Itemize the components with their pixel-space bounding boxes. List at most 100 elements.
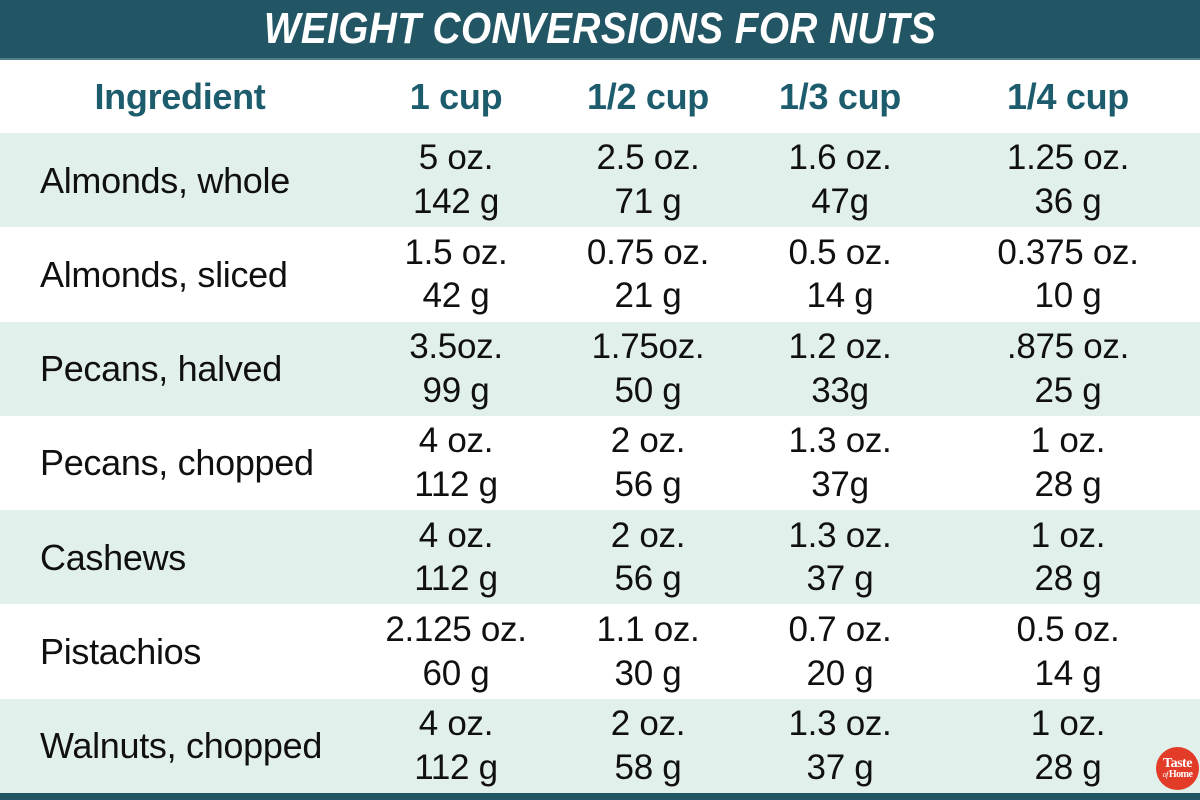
page-title: WEIGHT CONVERSIONS FOR NUTS [263,4,937,53]
value-cell: 0.5 oz. 14 g [936,608,1200,696]
gram-value: 28 g [1034,464,1102,504]
gram-value: 28 g [1034,747,1102,787]
gram-value: 56 g [614,464,682,504]
value-cell: 1.3 oz. 37g [744,419,936,507]
value-cell: 0.7 oz. 20 g [744,608,936,696]
value-cell: 1 oz. 28 g [936,419,1200,507]
ounce-value: 4 oz. [418,515,494,555]
table-row: Pistachios 2.125 oz. 60 g 1.1 oz. 30 g 0.7 oz… [0,604,1200,699]
column-header-1-3-cup: 1/3 cup [779,75,901,117]
gram-value: 36 g [1034,182,1102,222]
title-bar: WEIGHT CONVERSIONS FOR NUTS [0,0,1200,60]
ounce-value: 1.2 oz. [788,326,892,366]
gram-value: 28 g [1034,559,1102,599]
gram-value: 20 g [806,653,874,693]
value-cell: 2 oz. 56 g [552,419,744,507]
column-header-ingredient: Ingredient [94,75,266,117]
gram-value: 50 g [614,370,682,410]
gram-value: 71 g [614,182,682,222]
ounce-value: 0.5 oz. [1016,609,1120,649]
value-cell: 1.1 oz. 30 g [552,608,744,696]
value-cell: 4 oz. 112 g [360,514,552,602]
value-cell: 5 oz. 142 g [360,136,552,224]
table-row: Pecans, halved 3.5oz. 99 g 1.75oz. 50 g 1.2 o… [0,321,1200,416]
value-cell: .875 oz. 25 g [936,325,1200,413]
value-cell: 1.75oz. 50 g [552,325,744,413]
ingredient-cell: Pecans, halved [40,348,282,390]
ounce-value: .875 oz. [1006,326,1130,366]
ounce-value: 4 oz. [418,421,494,461]
logo-text-taste: Taste [1163,756,1192,771]
ounce-value: 1 oz. [1030,515,1106,555]
logo-text-of: of [1162,770,1169,779]
ounce-value: 2.125 oz. [385,609,527,649]
value-cell: 2 oz. 58 g [552,702,744,790]
table-row: Almonds, sliced 1.5 oz. 42 g 0.75 oz. 21 g 0.… [0,227,1200,322]
value-cell: 2.125 oz. 60 g [360,608,552,696]
gram-value: 142 g [412,182,500,222]
gram-value: 21 g [614,276,682,316]
ounce-value: 2 oz. [610,704,686,744]
gram-value: 112 g [414,464,498,504]
gram-value: 14 g [1034,653,1102,693]
ounce-value: 1.1 oz. [596,609,700,649]
value-cell: 2.5 oz. 71 g [552,136,744,224]
gram-value: 14 g [806,276,874,316]
gram-value: 99 g [422,370,490,410]
ingredient-cell: Almonds, sliced [40,253,288,295]
ounce-value: 1.75oz. [591,326,705,366]
column-header-1-cup: 1 cup [409,75,503,117]
gram-value: 112 g [414,559,498,599]
ounce-value: 1.3 oz. [788,515,892,555]
ounce-value: 1.5 oz. [404,232,508,272]
gram-value: 47g [811,182,869,222]
ounce-value: 3.5oz. [409,326,503,366]
value-cell: 1.3 oz. 37 g [744,702,936,790]
ounce-value: 1 oz. [1030,421,1106,461]
value-cell: 4 oz. 112 g [360,702,552,790]
value-cell: 0.75 oz. 21 g [552,231,744,319]
ounce-value: 0.375 oz. [997,232,1139,272]
ounce-value: 2.5 oz. [596,138,700,178]
gram-value: 25 g [1034,370,1102,410]
ounce-value: 2 oz. [610,421,686,461]
gram-value: 56 g [614,559,682,599]
value-cell: 1 oz. 28 g [936,514,1200,602]
column-header-1-2-cup: 1/2 cup [587,75,709,117]
column-header-1-4-cup: 1/4 cup [1007,75,1129,117]
taste-of-home-logo: Taste ofHome [1156,747,1199,790]
value-cell: 1 oz. 28 g [936,702,1200,790]
ounce-value: 5 oz. [418,138,494,178]
ounce-value: 0.5 oz. [788,232,892,272]
gram-value: 33g [811,370,869,410]
ounce-value: 0.75 oz. [586,232,710,272]
ounce-value: 1.3 oz. [788,704,892,744]
value-cell: 3.5oz. 99 g [360,325,552,413]
table-row: Almonds, whole 5 oz. 142 g 2.5 oz. 71 g 1.6 o… [0,133,1200,228]
ounce-value: 4 oz. [418,704,494,744]
ounce-value: 0.7 oz. [788,609,892,649]
ingredient-cell: Pecans, chopped [40,442,314,484]
gram-value: 37 g [806,559,874,599]
value-cell: 2 oz. 56 g [552,514,744,602]
gram-value: 10 g [1034,276,1102,316]
conversion-table: Almonds, whole 5 oz. 142 g 2.5 oz. 71 g 1.6 o… [0,133,1200,793]
value-cell: 1.2 oz. 33g [744,325,936,413]
gram-value: 112 g [414,747,498,787]
value-cell: 4 oz. 112 g [360,419,552,507]
value-cell: 1.3 oz. 37 g [744,514,936,602]
gram-value: 58 g [614,747,682,787]
ingredient-cell: Pistachios [40,631,202,673]
gram-value: 30 g [614,653,682,693]
bottom-accent-bar [0,793,1200,800]
ounce-value: 1.6 oz. [788,138,892,178]
ounce-value: 1.3 oz. [788,421,892,461]
ounce-value: 2 oz. [610,515,686,555]
value-cell: 1.25 oz. 36 g [936,136,1200,224]
value-cell: 1.5 oz. 42 g [360,231,552,319]
ounce-value: 1.25 oz. [1006,138,1130,178]
